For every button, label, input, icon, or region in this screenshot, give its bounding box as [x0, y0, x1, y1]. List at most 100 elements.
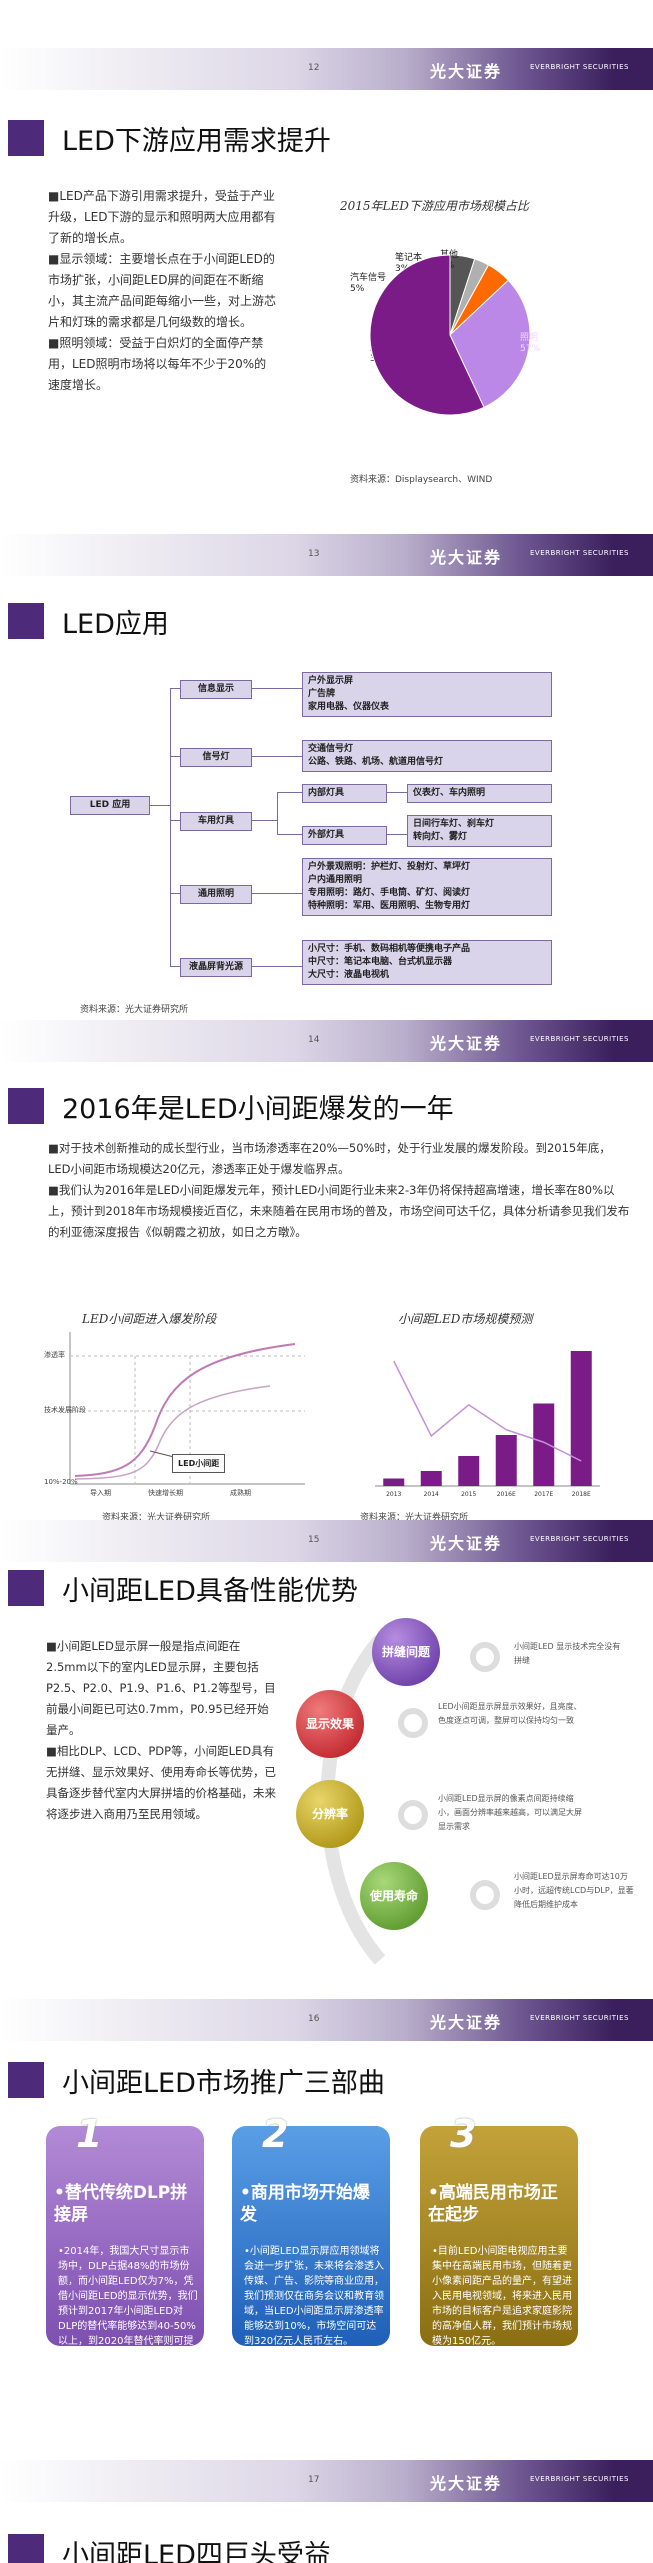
bar — [458, 1456, 480, 1486]
phase-card-1: 1 •替代传统DLP拼接屏 •2014年，我国大尺寸显示市场中，DLP占据48%… — [46, 2112, 204, 2362]
footer-band-13: 13 光大证券 EVERBRIGHT SECURITIES — [0, 534, 653, 576]
pie-label: 57% — [520, 344, 540, 354]
brand-en: EVERBRIGHT SECURITIES — [530, 2014, 629, 2022]
branch-general-lighting: 通用照明 — [180, 885, 252, 904]
pie-slice — [369, 254, 485, 416]
bar — [533, 1403, 555, 1486]
slide-title: 2016年是LED小间距爆发的一年 — [0, 1086, 454, 1126]
leaf: 仪表灯、车内照明 — [407, 784, 552, 803]
growth-line — [393, 1360, 582, 1462]
slide15-text: ■对于技术创新推动的成长型行业，当市场渗透率在20%—50%时，处于行业发展的爆… — [48, 1141, 630, 1239]
tick-label: 2014 — [424, 1491, 439, 1498]
brand-cn: 光大证券 — [430, 2474, 503, 2493]
bubble-lifetime: 使用寿命 — [360, 1862, 428, 1930]
adoption-curve — [69, 1332, 305, 1485]
brand-en: EVERBRIGHT SECURITIES — [530, 1535, 629, 1543]
ring — [398, 1708, 428, 1738]
ring — [470, 1642, 500, 1672]
leaf: 户外显示屏 广告牌 家用电器、仪器仪表 — [302, 672, 552, 717]
bar — [383, 1478, 405, 1486]
branch-vehicle: 车用灯具 — [180, 812, 252, 831]
brand-en: EVERBRIGHT SECURITIES — [530, 1035, 629, 1043]
slide13-text: ■LED产品下游引用需求提升，受益于产业升级，LED下游的显示和照明两大应用都有… — [48, 189, 277, 392]
feature-text: 小间距LED 显示技术完全没有拼缝 — [514, 1642, 621, 1665]
slide-title: 小间距LED具备性能优势 — [0, 1568, 358, 1608]
bubble-resolution: 分辨率 — [296, 1780, 364, 1848]
ring — [470, 1880, 500, 1910]
curve-note: LED小间距 — [172, 1454, 226, 1473]
axis-label: 成熟期 — [230, 1489, 251, 1497]
tree-root: LED 应用 — [70, 796, 150, 815]
chart-title: 小间距LED市场规模预测 — [398, 1312, 533, 1326]
phase-card-3: 3 •高端民用市场正在起步 •目前LED小间距电视应用主要集中在高端民用市场，但… — [420, 2112, 578, 2347]
pie-label: 照明 — [520, 332, 538, 343]
axis-label: 渗透率 — [44, 1351, 65, 1359]
tick-label: 2018E — [572, 1491, 591, 1498]
feature-text: 小间距LED显示屏的像素点间距持续缩小，画面分辨率越来越高，可以满足大屏显示需求 — [438, 1794, 582, 1831]
axis-label: 技术发展阶段 — [44, 1406, 86, 1414]
bar — [570, 1351, 592, 1486]
footer-band-15: 15 光大证券 EVERBRIGHT SECURITIES — [0, 1520, 653, 1562]
branch-info-display: 信息显示 — [180, 680, 252, 699]
pie-label: 汽车信号 — [350, 271, 386, 283]
axis-label: 10%-20% — [44, 1478, 78, 1486]
branch-signal: 信号灯 — [180, 748, 252, 767]
slide-title: LED下游应用需求提升 — [0, 118, 331, 158]
brand-cn: 光大证券 — [430, 1534, 503, 1553]
page-number: 14 — [308, 1035, 320, 1045]
phase-card-2: 2 •商用市场开始爆发 •小间距LED显示屏应用领域将会进一步扩张，未来将会渗透… — [232, 2112, 390, 2347]
leaf: 内部灯具 — [302, 784, 387, 803]
pie-label: 3% — [395, 264, 410, 274]
pie-slice — [449, 279, 531, 409]
feature-text: LED小间距显示屏显示效果好，且亮度、色度逐点可调，整屏可以保持均匀一致 — [438, 1702, 582, 1725]
page-number: 16 — [308, 2014, 320, 2024]
brand-cn: 光大证券 — [430, 62, 503, 81]
brand-cn: 光大证券 — [430, 2013, 503, 2032]
bubble-display: 显示效果 — [296, 1690, 364, 1758]
page-number: 15 — [308, 1535, 320, 1545]
page-number: 17 — [308, 2475, 320, 2485]
axis-label: 导入期 — [90, 1489, 111, 1497]
brand-en: EVERBRIGHT SECURITIES — [530, 549, 629, 557]
tick-label: 2016E — [497, 1491, 516, 1498]
tick-label: 2017E — [534, 1491, 553, 1498]
leaf: 户外景观照明：护栏灯、投射灯、草坪灯 户内通用照明 专用照明：路灯、手电筒、矿灯… — [302, 858, 552, 916]
page-number: 12 — [308, 63, 320, 73]
slide16-text: ■小间距LED显示屏一般是指点间距在2.5mm以下的室内LED显示屏，主要包括P… — [46, 1639, 276, 1821]
slide-title: 小间距LED四巨头受益 — [0, 2532, 331, 2563]
footer-band-16: 16 光大证券 EVERBRIGHT SECURITIES — [0, 1999, 653, 2041]
source-note: 资料来源：Displaysearch、WIND — [350, 475, 493, 485]
slide-title: LED应用 — [0, 601, 169, 641]
chart-title: LED小间距进入爆发阶段 — [82, 1312, 217, 1326]
branch-backlight: 液晶屏背光源 — [180, 958, 252, 977]
bar — [495, 1435, 517, 1486]
pie-label: 5% — [350, 284, 365, 294]
pie-label: 笔记本 — [395, 251, 422, 263]
axis-label: 快速增长期 — [148, 1489, 183, 1497]
footer-band-17: 17 光大证券 EVERBRIGHT SECURITIES — [0, 2460, 653, 2502]
source-note: 资料来源：光大证券研究所 — [102, 1513, 211, 1523]
leaf: 外部灯具 — [302, 826, 387, 845]
page-number: 13 — [308, 549, 320, 559]
leaf: 交通信号灯 公路、铁路、机场、航道用信号灯 — [302, 740, 552, 772]
bar — [420, 1471, 442, 1486]
ring — [398, 1800, 428, 1830]
tick-label: 2013 — [386, 1491, 401, 1498]
brand-en: EVERBRIGHT SECURITIES — [530, 63, 629, 71]
footer-band-12: 12 光大证券 EVERBRIGHT SECURITIES — [0, 48, 653, 90]
brand-en: EVERBRIGHT SECURITIES — [530, 2475, 629, 2483]
brand-cn: 光大证券 — [430, 1034, 503, 1053]
tick-label: 2015 — [461, 1491, 476, 1498]
pie-title: 2015年LED下游应用市场规模占比 — [340, 199, 529, 213]
market-size-chart: 2013 2014 2015 2016E 2017E 2018E — [375, 1351, 600, 1498]
leaf: 日间行车灯、刹车灯 转向灯、雾灯 — [407, 815, 552, 847]
bubble-seam: 拼缝间题 — [372, 1618, 440, 1686]
source-note: 资料来源：光大证券研究所 — [360, 1513, 469, 1523]
brand-cn: 光大证券 — [430, 548, 503, 567]
feature-text: 小间距LED显示屏寿命可达10万小时，远超传统LCD与DLP，显著降低后期维护成… — [514, 1872, 634, 1909]
leaf: 小尺寸：手机、数码相机等便携电子产品 中尺寸：笔记本电脑、台式机显示器 大尺寸：… — [302, 940, 552, 985]
source-note: 资料来源：光大证券研究所 — [80, 1005, 189, 1015]
slide-title: 小间距LED市场推广三部曲 — [0, 2060, 385, 2100]
footer-band-14: 14 光大证券 EVERBRIGHT SECURITIES — [0, 1020, 653, 1062]
